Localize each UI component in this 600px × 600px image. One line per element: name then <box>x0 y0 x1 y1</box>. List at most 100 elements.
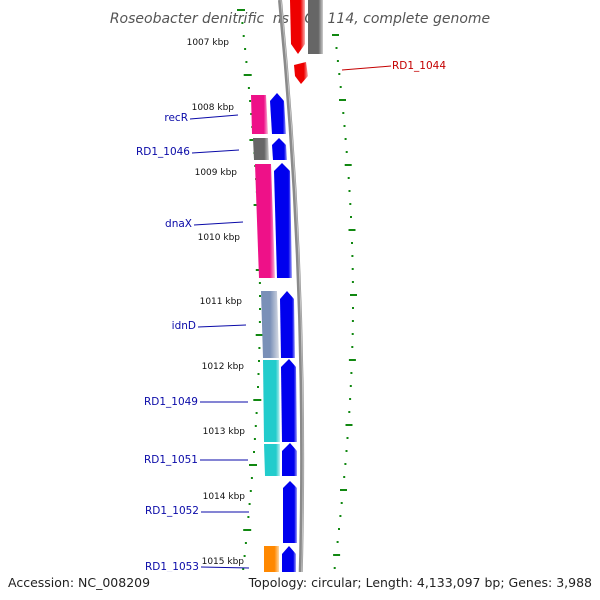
gene-label-rd1-1044[interactable]: RD1_1044 <box>392 60 446 72</box>
scale-label-1015: 1015 kbp <box>202 557 245 567</box>
scale-minor-tick <box>250 113 253 115</box>
scale-label-1014: 1014 kbp <box>203 492 246 502</box>
scale-minor-tick <box>242 35 245 37</box>
gene-arrow-rd1-1051 <box>282 443 297 476</box>
outer-ring-ticks <box>332 34 357 569</box>
outer-major-tick <box>348 229 356 231</box>
outer-minor-tick <box>352 307 354 309</box>
scale-label-1010: 1010 kbp <box>198 233 241 243</box>
outer-minor-tick <box>343 125 346 127</box>
outer-minor-tick <box>349 398 352 400</box>
gene-block-recR <box>251 95 268 134</box>
outer-minor-tick <box>349 203 352 205</box>
scale-minor-tick <box>253 451 255 453</box>
scale-minor-tick <box>248 503 251 505</box>
scale-minor-tick <box>245 61 248 63</box>
gene-arrow-red-top <box>290 0 305 54</box>
gene-block-rd1-1051 <box>264 444 280 476</box>
scale-minor-tick <box>258 347 261 349</box>
scale-minor-tick <box>259 295 261 297</box>
outer-minor-tick <box>351 346 354 348</box>
footer-background <box>0 572 600 600</box>
gene-label-rd1-1049[interactable]: RD1_1049 <box>144 396 198 408</box>
scale-minor-tick <box>255 412 258 414</box>
outer-minor-tick <box>351 333 354 335</box>
genome-backbone <box>278 0 305 600</box>
scale-minor-tick <box>259 308 261 310</box>
outer-minor-tick <box>346 437 349 439</box>
outer-minor-tick <box>336 60 339 62</box>
scale-minor-tick <box>243 555 246 557</box>
scale-minor-tick <box>257 386 259 388</box>
outer-minor-tick <box>344 463 347 465</box>
outer-minor-tick <box>347 177 350 179</box>
gene-label-recR[interactable]: recR <box>164 112 188 124</box>
gene-arrow-rd1-1052 <box>283 481 297 543</box>
gene-label-rd1-1052[interactable]: RD1_1052 <box>145 505 199 517</box>
outer-minor-tick <box>350 372 353 374</box>
gene-label-dnaX[interactable]: dnaX <box>165 218 192 230</box>
outer-major-tick <box>348 359 356 361</box>
scale-minor-tick <box>258 321 261 323</box>
scale-minor-tick <box>250 477 253 479</box>
gene-arrow-recR <box>270 93 286 134</box>
gene-block-rd1-1049 <box>263 360 280 442</box>
gene-label-rd1-1046[interactable]: RD1_1046 <box>136 146 190 158</box>
scale-minor-tick <box>249 100 252 102</box>
leader-dnaX <box>193 221 244 226</box>
outer-major-tick <box>345 424 353 426</box>
gene-block-gray-top <box>308 0 323 54</box>
outer-minor-tick <box>338 73 341 75</box>
outer-minor-tick <box>342 112 345 114</box>
accession-text: Accession: NC_008209 <box>8 575 150 590</box>
gene-block-idnD <box>261 291 279 358</box>
outer-minor-tick <box>336 541 339 543</box>
scale-minor-tick <box>244 542 247 544</box>
outer-minor-tick <box>349 385 352 387</box>
outer-major-tick <box>332 34 339 36</box>
gene-label-idnD[interactable]: idnD <box>172 320 196 332</box>
scale-major-tick <box>249 464 257 466</box>
leader-rd1-1053 <box>200 566 250 569</box>
genome-summary-text: Topology: circular; Length: 4,133,097 bp… <box>248 575 592 590</box>
gene-block-dnaX <box>255 164 275 278</box>
outer-minor-tick <box>345 151 348 153</box>
scale-minor-tick <box>249 490 252 492</box>
scale-minor-tick <box>258 282 261 284</box>
scale-label-1008: 1008 kbp <box>192 103 235 113</box>
outer-minor-tick <box>339 86 342 88</box>
scale-label-1012: 1012 kbp <box>202 362 245 372</box>
leader-rd1-1044 <box>341 65 392 71</box>
scale-label-1013: 1013 kbp <box>203 427 246 437</box>
outer-major-tick <box>344 164 352 166</box>
outer-minor-tick <box>348 190 351 192</box>
scale-major-tick <box>253 399 262 401</box>
gene-arrow-dnaX <box>274 163 292 278</box>
scale-major-tick <box>243 529 252 531</box>
outer-minor-tick <box>335 47 338 49</box>
outer-minor-tick <box>348 411 351 413</box>
outer-minor-tick <box>339 515 342 517</box>
gene-block-rd1-1046 <box>253 138 269 160</box>
outer-minor-tick <box>351 242 353 244</box>
outer-major-tick <box>339 99 346 101</box>
genome-backbone-highlight <box>280 0 304 600</box>
outer-minor-tick <box>351 281 354 283</box>
outer-major-tick <box>340 489 347 491</box>
scale-label-1007: 1007 kbp <box>187 38 230 48</box>
outer-major-tick <box>333 554 341 556</box>
outer-minor-tick <box>351 255 354 257</box>
outer-minor-tick <box>351 268 354 270</box>
gene-label-rd1-1051[interactable]: RD1_1051 <box>144 454 198 466</box>
scale-major-tick <box>237 9 245 11</box>
scale-minor-tick <box>247 87 250 89</box>
scale-label-1011: 1011 kbp <box>200 297 243 307</box>
scale-minor-tick <box>258 360 260 362</box>
outer-minor-tick <box>340 502 343 504</box>
outer-minor-tick <box>343 476 346 478</box>
gene-label-rd1-1053[interactable]: RD1_1053 <box>145 561 199 573</box>
outer-minor-tick <box>333 567 336 569</box>
outer-minor-tick <box>351 320 354 322</box>
scale-minor-tick <box>247 516 250 518</box>
